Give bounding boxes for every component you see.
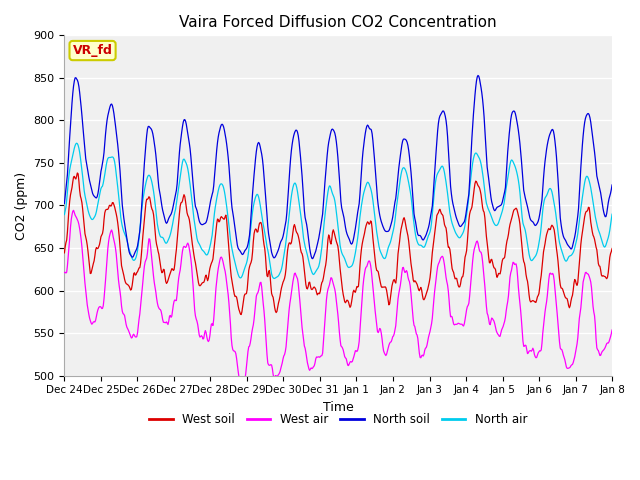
Text: VR_fd: VR_fd <box>72 44 113 57</box>
Legend: West soil, West air, North soil, North air: West soil, West air, North soil, North a… <box>145 408 532 431</box>
Y-axis label: CO2 (ppm): CO2 (ppm) <box>15 171 28 240</box>
X-axis label: Time: Time <box>323 401 354 414</box>
Title: Vaira Forced Diffusion CO2 Concentration: Vaira Forced Diffusion CO2 Concentration <box>179 15 497 30</box>
